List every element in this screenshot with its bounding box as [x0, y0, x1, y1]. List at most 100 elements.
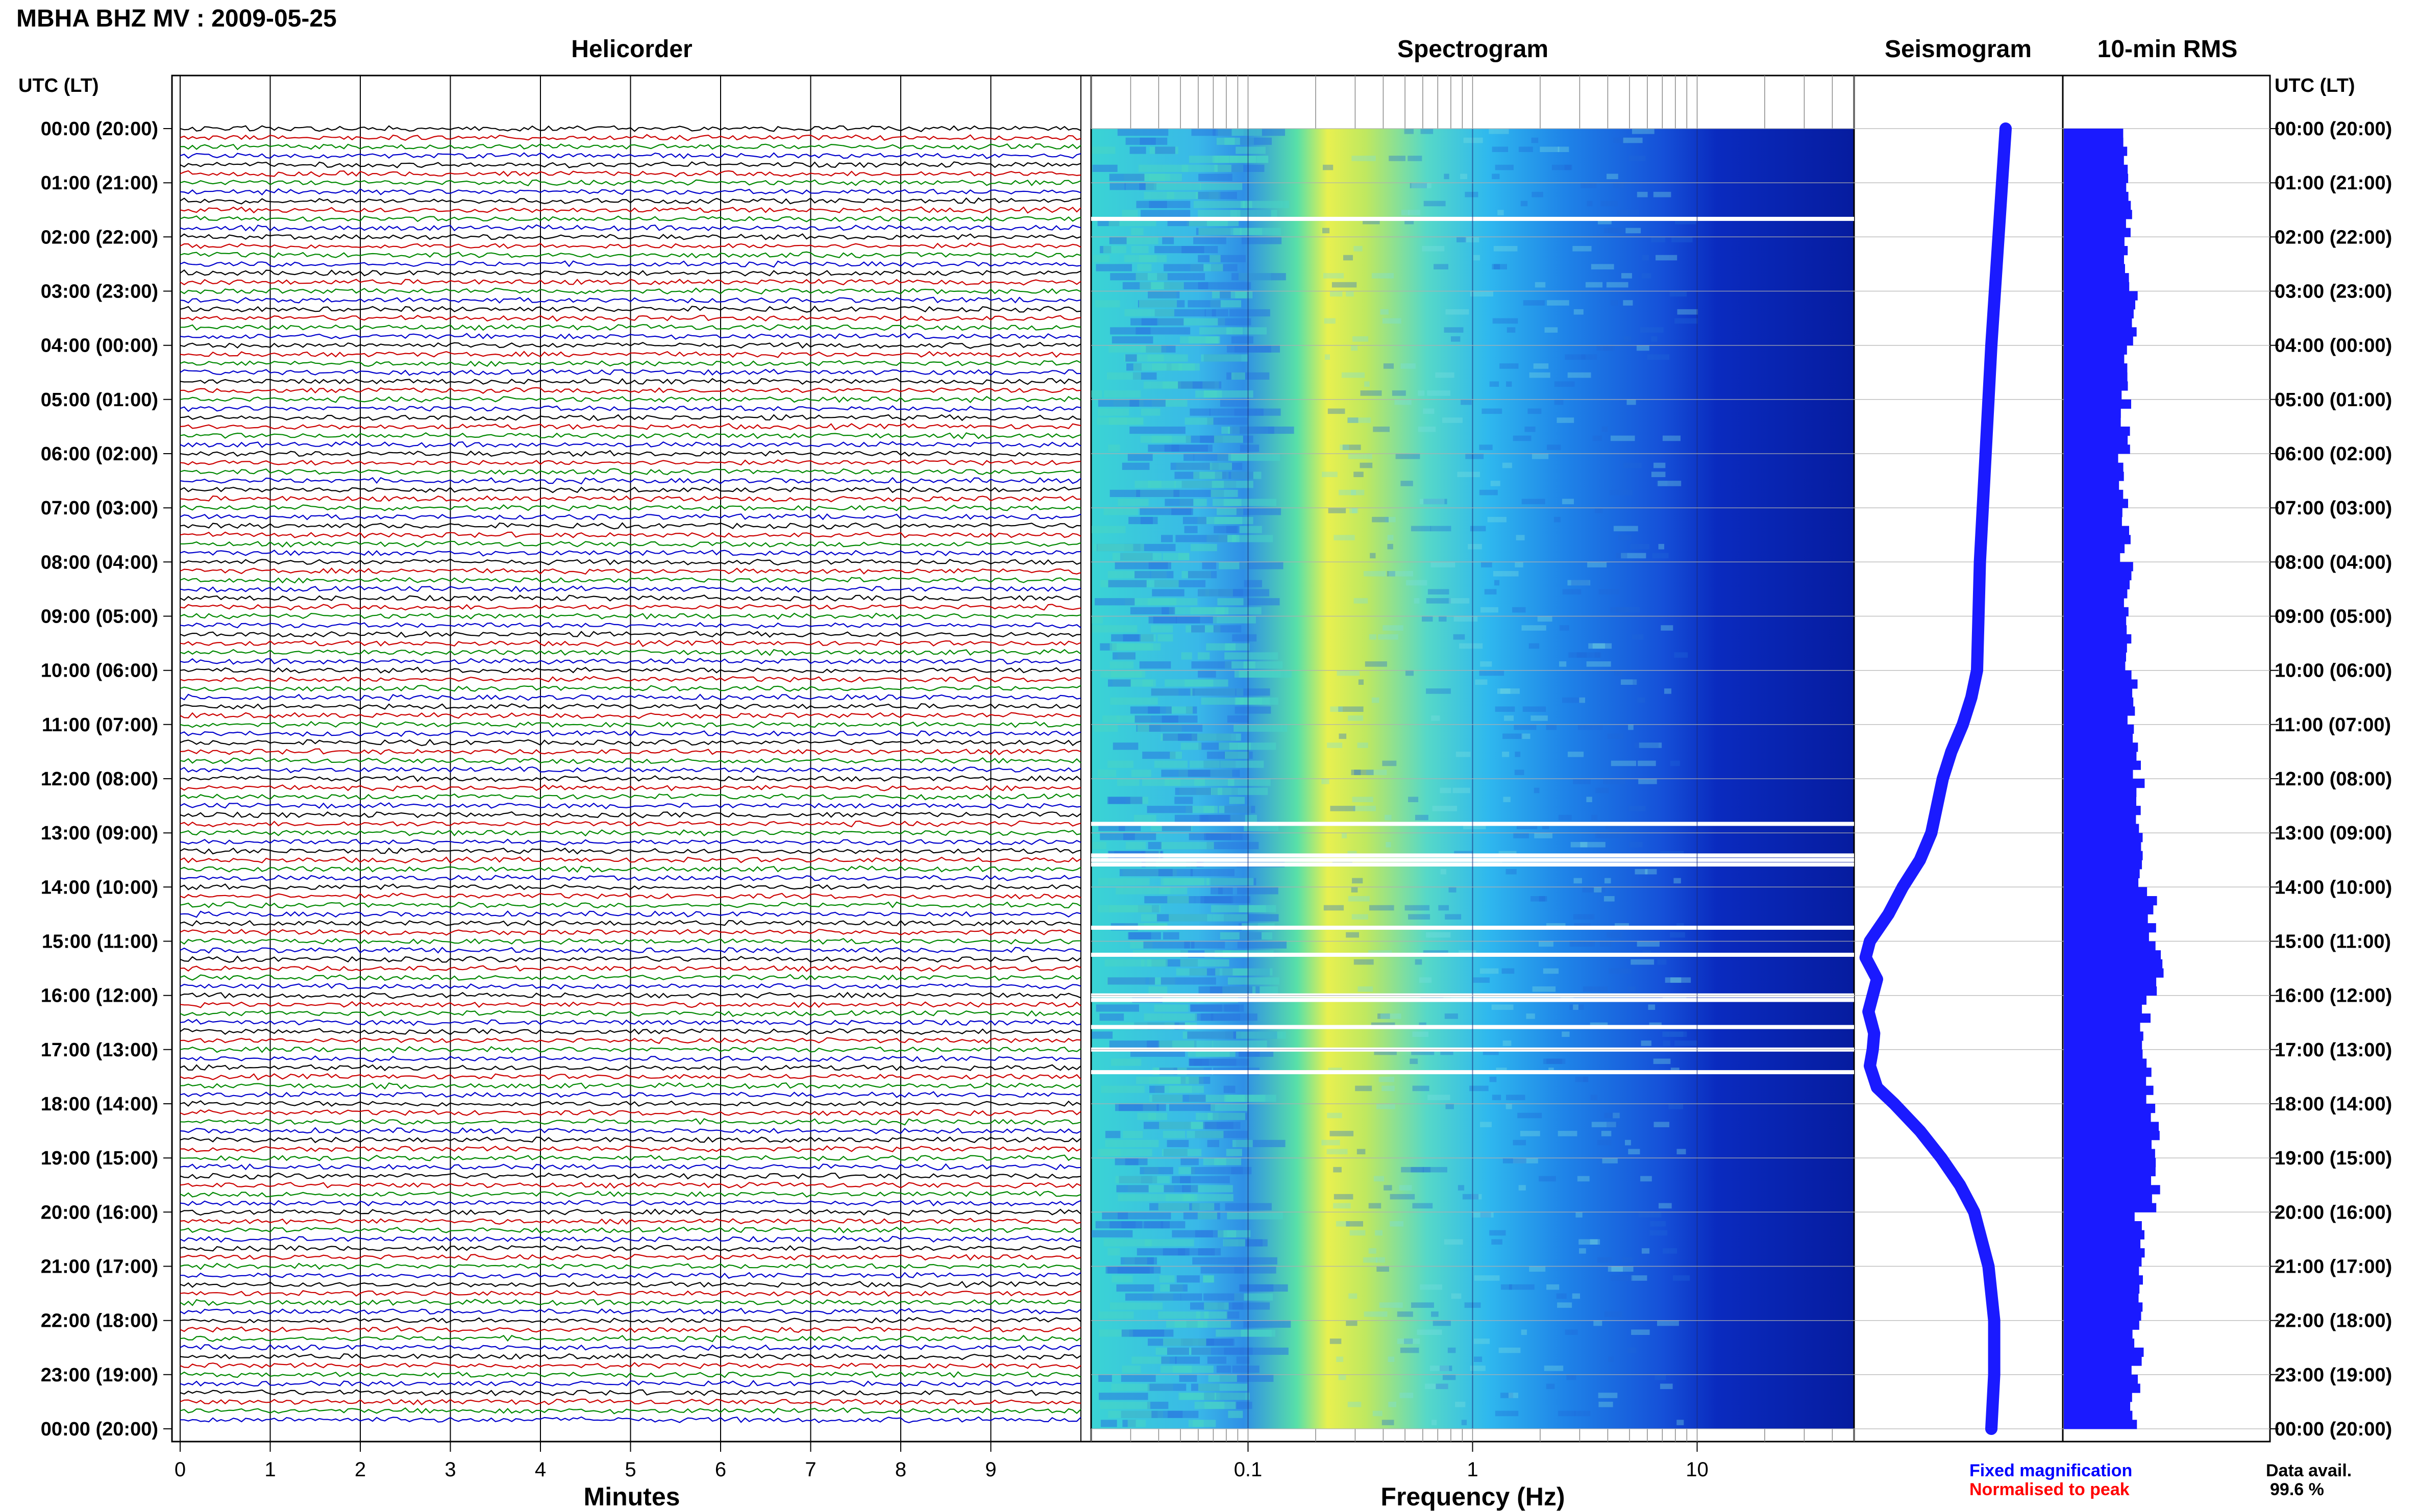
rms-bar	[2064, 1347, 2144, 1357]
spectrogram-cell	[1109, 173, 1145, 181]
spectrogram-cell	[1554, 381, 1575, 387]
spectrogram-cell	[1189, 1058, 1209, 1066]
helicorder-trace	[180, 360, 1081, 367]
time-label-right: 10:00 (06:00)	[2275, 660, 2392, 682]
rms-bar	[2064, 1239, 2141, 1249]
spectrogram-cell	[1375, 1230, 1383, 1236]
spectrogram-cell	[1341, 372, 1365, 378]
spectrogram-cell	[1239, 562, 1283, 569]
helicorder-trace	[180, 1281, 1081, 1288]
spectrogram-cell	[1182, 516, 1206, 525]
spectrogram-cell	[1493, 246, 1518, 252]
rms-bar	[2064, 824, 2139, 833]
spectrogram-cell	[1091, 390, 1102, 398]
rms-bar	[2064, 760, 2141, 770]
spectrogram-cell	[1223, 499, 1276, 506]
spectrogram-cell	[1653, 1122, 1669, 1127]
spectrogram-cell	[1200, 1013, 1214, 1021]
spectrogram-cell	[1524, 426, 1536, 432]
spectrogram-cell	[1412, 1203, 1433, 1209]
spectrogram-cell	[1389, 571, 1414, 577]
spectrogram-cell	[1371, 273, 1394, 279]
spectrogram-cell	[1553, 516, 1561, 523]
rms-bar	[2064, 1212, 2135, 1222]
spectrogram-cell	[1187, 318, 1225, 326]
spectrogram-cell	[1216, 1366, 1231, 1373]
time-label-left: 01:00 (21:00)	[41, 172, 158, 194]
spectrogram-cell	[1192, 688, 1237, 696]
spectrogram-cell	[1216, 137, 1235, 145]
spectrogram-cell	[1193, 201, 1245, 208]
spectrogram-cell	[1149, 1095, 1183, 1102]
rms-bar	[2064, 841, 2141, 852]
spectrogram-cell	[1109, 489, 1141, 497]
spectrogram-cell	[1611, 760, 1637, 766]
spectrogram-cell	[1207, 1112, 1246, 1120]
spectrogram-cell	[1639, 742, 1662, 748]
spectrogram-cell	[1489, 1076, 1497, 1082]
time-label-left: 17:00 (13:00)	[41, 1039, 158, 1061]
spectrogram-cell	[1326, 1149, 1348, 1155]
spectrogram-cell	[1410, 183, 1427, 188]
spectrogram-cell	[1147, 1383, 1187, 1391]
spectrogram-cell	[1109, 183, 1126, 190]
helicorder-trace	[180, 333, 1081, 340]
spectrogram-cell	[1170, 462, 1219, 470]
spectrogram-cell	[1380, 309, 1389, 315]
spectrogram-cell	[1444, 1013, 1458, 1019]
spectrogram-cell	[1211, 1013, 1257, 1021]
spectrogram-cell	[1092, 625, 1138, 633]
rms-bar	[2064, 1203, 2157, 1212]
spectrogram-cell	[1591, 814, 1598, 821]
spectrogram-cell	[1385, 516, 1396, 523]
spectrogram-cell	[1224, 1095, 1276, 1102]
spectrogram-cell	[1151, 1410, 1199, 1418]
spectrogram-cell	[1347, 1401, 1362, 1407]
panel-title-helicorder: Helicorder	[571, 36, 692, 63]
spectrogram-cell	[1595, 787, 1609, 794]
spectrogram-cell	[1121, 1374, 1156, 1382]
rms-bar	[2064, 1356, 2142, 1366]
minute-tick-label: 0	[175, 1458, 186, 1481]
spectrogram-cell	[1094, 724, 1118, 732]
helicorder-trace	[180, 1218, 1081, 1225]
data-availability-value: 99.6 %	[2270, 1480, 2324, 1499]
spectrogram-cell	[1224, 806, 1255, 813]
helicorder-trace	[180, 1073, 1081, 1081]
spectrogram-cell	[1662, 435, 1681, 441]
time-label-right: 03:00 (23:00)	[2275, 281, 2392, 303]
spectrogram-cell	[1240, 1347, 1289, 1355]
spectrogram-cell	[1174, 1320, 1203, 1328]
helicorder-trace	[180, 477, 1081, 485]
spectrogram-cell	[1158, 869, 1193, 877]
spectrogram-cell	[1427, 390, 1450, 396]
time-axis-right: 00:00 (20:00) 01:00 (21:00) 02:00 (22:00) 0…	[2270, 118, 2392, 1440]
rms-bar	[2064, 417, 2121, 427]
spectrogram-cell	[1544, 327, 1558, 333]
spectrogram-cell	[1120, 1257, 1157, 1265]
helicorder-trace	[180, 1344, 1081, 1351]
spectrogram-cell	[1236, 1031, 1286, 1039]
spectrogram-cell	[1243, 661, 1283, 669]
spectrogram-cell	[1520, 201, 1528, 207]
rms-bar	[2064, 607, 2129, 616]
spectrogram-cell	[1372, 516, 1389, 523]
spectrogram-cell	[1224, 652, 1278, 660]
rms-bar	[2064, 201, 2131, 210]
spectrogram-cell	[1626, 399, 1636, 405]
spectrogram-cell	[1623, 300, 1633, 306]
spectrogram-cell	[1384, 1185, 1392, 1191]
time-label-left: 11:00 (07:00)	[42, 714, 158, 736]
spectrogram-cell	[1656, 255, 1677, 261]
helicorder-trace	[180, 197, 1081, 205]
helicorder-trace	[180, 1398, 1081, 1405]
spectrogram-cell	[1610, 1275, 1633, 1281]
spectrogram-cell	[1635, 869, 1648, 875]
spectrogram-cell	[1201, 354, 1248, 362]
time-label-right: 08:00 (04:00)	[2275, 552, 2392, 573]
helicorder-trace	[180, 712, 1081, 720]
spectrogram-cell	[1625, 1139, 1631, 1146]
spectrogram-cell	[1629, 841, 1643, 848]
spectrogram-cell	[1339, 733, 1347, 739]
spectrogram-cell	[1240, 1284, 1288, 1292]
